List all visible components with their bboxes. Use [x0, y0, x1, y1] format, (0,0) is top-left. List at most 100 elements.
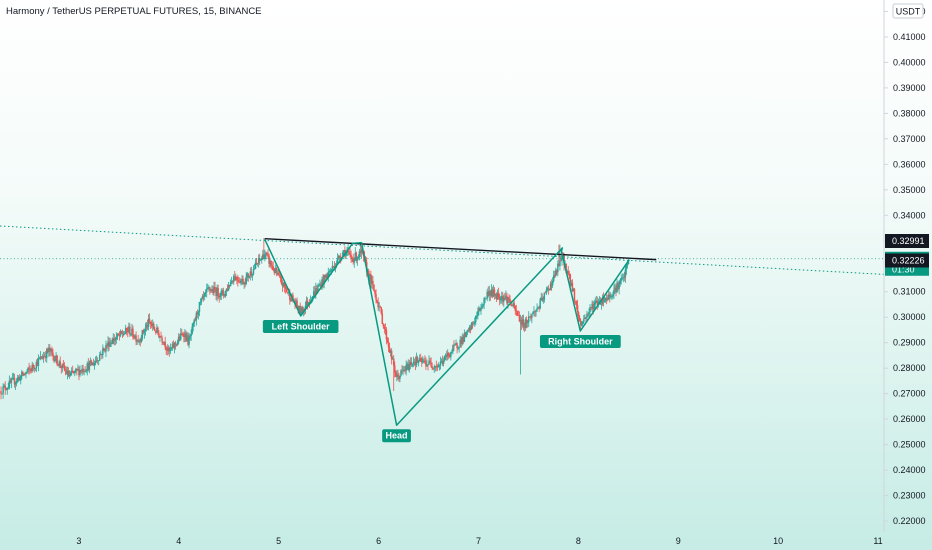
candle-body [383, 326, 386, 329]
candle-body [299, 305, 301, 315]
candle-body [610, 296, 612, 298]
candle-body [540, 297, 542, 300]
candle-body [48, 347, 50, 352]
time-axis[interactable]: 3 4 5 6 7 8 9 10 11 [76, 536, 882, 546]
y-tick-label: 0.40000 [893, 57, 926, 67]
candle-body [15, 381, 18, 383]
pattern-label: Right Shoulder [548, 336, 613, 346]
candle-body [388, 347, 391, 353]
candle-body [84, 371, 86, 372]
candle-body [166, 349, 169, 351]
candle-body [253, 268, 256, 270]
candle-body [266, 253, 268, 254]
candle-body [337, 256, 340, 259]
candle-body [373, 284, 375, 291]
candle-body [94, 361, 97, 363]
candle-body [225, 288, 228, 292]
candle-body [322, 279, 324, 285]
candle-body [129, 326, 131, 335]
candle-body [188, 338, 190, 345]
candle-body [572, 289, 575, 292]
candle-body [305, 300, 308, 306]
candle-body [44, 356, 47, 358]
candle-body [23, 373, 25, 376]
candle-body [507, 297, 509, 304]
candle-body [536, 308, 538, 311]
candle-body [267, 253, 269, 256]
candle-body [585, 317, 587, 319]
candle-body [186, 335, 188, 341]
candle-body [416, 357, 419, 363]
candle-body [408, 364, 411, 370]
candle-body [207, 287, 209, 289]
candle-body [509, 299, 511, 303]
candle-body [445, 354, 448, 357]
candle-body [8, 380, 11, 388]
candle-body [417, 361, 420, 363]
y-tick-label: 0.34000 [893, 210, 926, 220]
candle-body [112, 338, 114, 344]
y-tick-label: 0.38000 [893, 108, 926, 118]
countdown: 01:30 [892, 264, 915, 274]
candle-body [325, 274, 327, 278]
candle-body [70, 370, 73, 373]
candle-body [410, 362, 413, 366]
candle-body [211, 289, 213, 292]
candle-body [201, 295, 204, 299]
candle-body [399, 375, 401, 379]
y-tick-label: 0.41000 [893, 32, 926, 42]
candle-body [107, 341, 109, 347]
candle-body [214, 287, 216, 291]
candle-body [347, 251, 349, 253]
candle-body [86, 363, 89, 371]
candle-body [26, 371, 28, 373]
candle-body [496, 292, 499, 300]
candle-body [172, 343, 175, 349]
candle-body [475, 315, 477, 322]
candle-body [551, 280, 554, 286]
candle-body [252, 269, 255, 275]
candle-body [280, 278, 283, 284]
candle-body [169, 348, 172, 352]
candle-body [442, 360, 445, 364]
candle-body [528, 316, 530, 323]
candle-body [552, 275, 555, 281]
y-tick-label: 0.26000 [893, 414, 926, 424]
candle-body [192, 323, 194, 327]
candle-body [227, 284, 230, 291]
candle-body [54, 360, 56, 362]
candle-body [516, 311, 519, 316]
candle-body [481, 306, 483, 309]
candle-body [256, 263, 259, 265]
candle-body [63, 365, 66, 370]
candle-body [472, 323, 475, 324]
candle-body [343, 250, 345, 253]
candle-body [520, 319, 523, 325]
x-tick-label: 9 [676, 536, 681, 546]
candle-body [604, 297, 607, 301]
candle-body [297, 306, 299, 310]
candle-body [250, 271, 253, 276]
candle-body [217, 287, 219, 296]
currency-badge[interactable] [892, 3, 924, 19]
candle-body [480, 308, 482, 311]
candle-body [246, 273, 248, 277]
candle-body [236, 276, 238, 280]
candle-body [377, 302, 379, 307]
candle-body [135, 335, 137, 342]
candle-body [306, 300, 309, 305]
candle-body [270, 260, 272, 266]
candle-body [91, 362, 94, 366]
candle-body [106, 344, 108, 347]
candle-body [548, 289, 551, 291]
candle-body [105, 344, 107, 352]
candle-body [369, 274, 371, 280]
candle-body [117, 333, 120, 336]
candle-body [275, 267, 278, 274]
candle-body [24, 373, 26, 375]
candle-body [468, 327, 471, 331]
candle-body [529, 316, 531, 318]
candle-body [165, 347, 167, 350]
